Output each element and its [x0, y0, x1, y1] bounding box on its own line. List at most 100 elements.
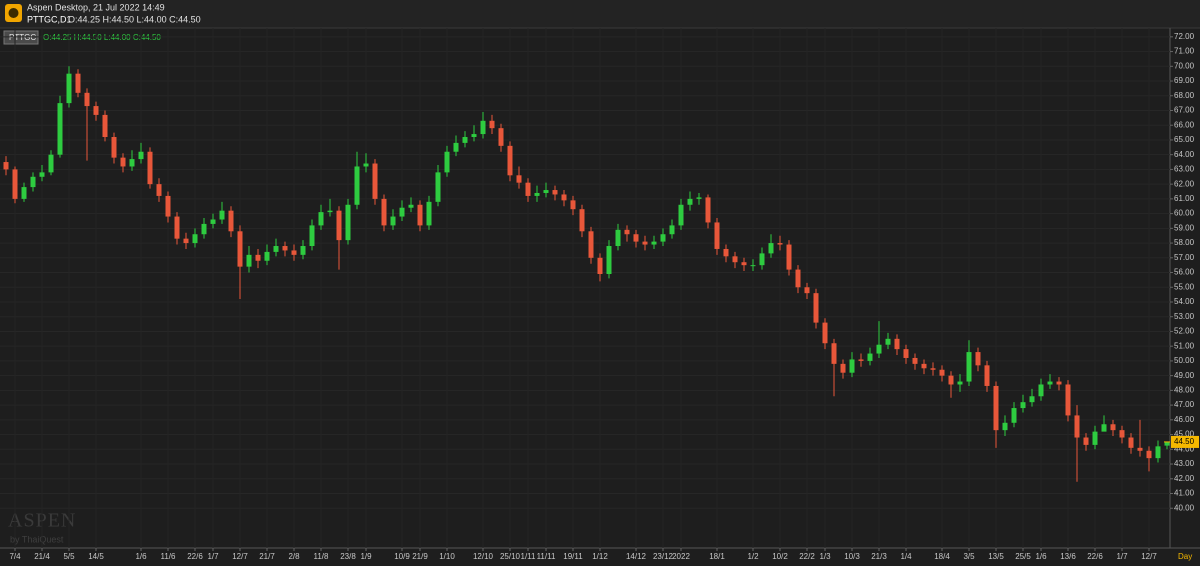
- candle-body: [129, 159, 135, 167]
- y-tick-label: 40.00: [1174, 503, 1195, 512]
- x-tick-label: 21/3: [871, 552, 887, 561]
- header-ohlc: O:44.25 H:44.50 L:44.00 C:44.50: [68, 14, 201, 24]
- candle-body: [975, 352, 981, 366]
- x-tick-label: 1/11: [521, 552, 537, 561]
- y-tick-label: 58.00: [1174, 238, 1195, 247]
- candle-body: [921, 363, 927, 369]
- period-label: Day: [1178, 552, 1192, 561]
- candle-body: [516, 175, 522, 183]
- candle-body: [552, 190, 558, 195]
- candle-body: [615, 229, 621, 247]
- candle-body: [246, 254, 252, 267]
- candle-body: [21, 187, 27, 199]
- candle-body: [678, 204, 684, 226]
- x-tick-label: 12/7: [1141, 552, 1157, 561]
- candle-body: [597, 257, 603, 275]
- y-tick-label: 45.00: [1174, 430, 1195, 439]
- legend-symbol: PTTGC: [9, 33, 36, 42]
- candle-body: [12, 169, 18, 199]
- x-tick-label: 22/6: [187, 552, 203, 561]
- candle-body: [876, 344, 882, 354]
- y-tick-label: 67.00: [1174, 106, 1195, 115]
- header-bar: [0, 0, 1200, 28]
- candle-body: [858, 359, 864, 361]
- y-tick-label: 44.00: [1174, 444, 1195, 453]
- candle-body: [336, 210, 342, 241]
- x-tick-label: 21/4: [34, 552, 50, 561]
- y-tick-label: 48.00: [1174, 385, 1195, 394]
- axes: 40.00 41.00 42.00 43.00 44.00 45.00 46.00 47.00…: [9, 32, 1199, 561]
- candle-body: [3, 162, 9, 170]
- candle-body: [111, 137, 117, 158]
- candle-body: [993, 385, 999, 431]
- candle-body: [453, 142, 459, 152]
- last-price-box: [1171, 435, 1199, 448]
- candle-body: [669, 225, 675, 235]
- x-tick-label: 3/5: [963, 552, 975, 561]
- x-tick-label: 1/6: [135, 552, 147, 561]
- x-tick-label: 14/5: [88, 552, 104, 561]
- candle-body: [1011, 408, 1017, 423]
- candle-body: [732, 256, 738, 263]
- candle-body: [210, 219, 216, 224]
- candle-body: [723, 248, 729, 257]
- candle-body: [1002, 422, 1008, 431]
- candle-body: [192, 234, 198, 244]
- x-tick-label: 12/7: [232, 552, 248, 561]
- candle-body: [957, 381, 963, 385]
- candle-body: [291, 250, 297, 255]
- candle-body: [705, 197, 711, 223]
- candle-body: [399, 207, 405, 217]
- candle-body: [831, 343, 837, 364]
- y-tick-label: 50.00: [1174, 356, 1195, 365]
- candle-body: [426, 201, 432, 226]
- y-tick-label: 51.00: [1174, 341, 1195, 350]
- candle-body: [633, 234, 639, 242]
- candle-body: [264, 251, 270, 261]
- candle-body: [768, 243, 774, 254]
- y-tick-label: 59.00: [1174, 223, 1195, 232]
- candle-body: [570, 200, 576, 210]
- app-title: Aspen Desktop, 21 Jul 2022 14:49: [27, 2, 165, 12]
- x-tick-label: 1/3: [819, 552, 831, 561]
- candle-body: [201, 223, 207, 235]
- candle-body: [759, 253, 765, 266]
- x-tick-label: 14/12: [626, 552, 647, 561]
- candle-body: [48, 154, 54, 173]
- y-tick-label: 53.00: [1174, 312, 1195, 321]
- x-tick-label: 12/10: [473, 552, 494, 561]
- x-tick-label: 1/4: [900, 552, 912, 561]
- candle-body: [318, 212, 324, 226]
- candle-body: [30, 176, 36, 188]
- candle-body: [219, 210, 225, 220]
- y-tick-label: 52.00: [1174, 327, 1195, 336]
- candle-body: [849, 359, 855, 373]
- x-tick-label: 25/10: [500, 552, 521, 561]
- x-tick-label: 21/9: [412, 552, 428, 561]
- candle-body: [444, 151, 450, 173]
- candle-body: [930, 368, 936, 370]
- candle-body: [255, 254, 261, 261]
- candle-body: [183, 238, 189, 244]
- y-tick-label: 46.00: [1174, 415, 1195, 424]
- candle-body: [372, 163, 378, 199]
- candle-body: [660, 234, 666, 242]
- candle-body: [750, 265, 756, 267]
- candle-body: [903, 349, 909, 358]
- x-tick-label: 10/2: [772, 552, 788, 561]
- candle-body: [714, 222, 720, 249]
- y-tick-label: 69.00: [1174, 76, 1195, 85]
- candle-body: [174, 216, 180, 239]
- candle-body: [624, 229, 630, 235]
- candle-body: [1056, 381, 1062, 385]
- candle-body: [363, 163, 369, 167]
- symbol: PTTGC,D1: [27, 14, 72, 24]
- candle-body: [840, 363, 846, 373]
- candle-body: [102, 114, 108, 138]
- candle-body: [309, 225, 315, 247]
- x-tick-label: 1/2: [747, 552, 759, 561]
- candle-body: [687, 198, 693, 205]
- candle-body: [696, 197, 702, 199]
